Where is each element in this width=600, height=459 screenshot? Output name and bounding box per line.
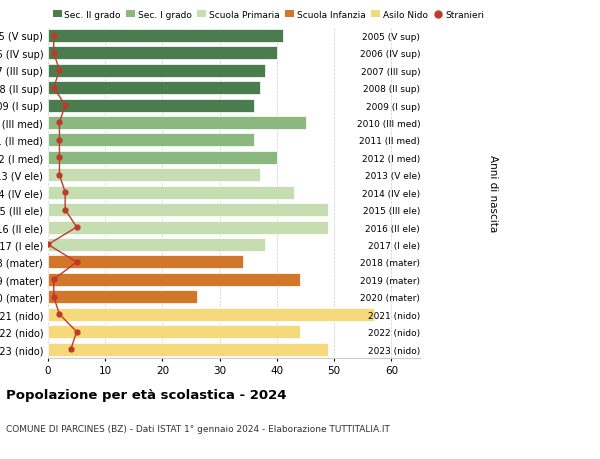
Text: COMUNE DI PARCINES (BZ) - Dati ISTAT 1° gennaio 2024 - Elaborazione TUTTITALIA.I: COMUNE DI PARCINES (BZ) - Dati ISTAT 1° … bbox=[6, 425, 390, 434]
Bar bbox=[48, 99, 254, 112]
Bar bbox=[48, 325, 300, 338]
Bar bbox=[48, 343, 328, 356]
Legend: Sec. II grado, Sec. I grado, Scuola Primaria, Scuola Infanzia, Asilo Nido, Stran: Sec. II grado, Sec. I grado, Scuola Prim… bbox=[53, 11, 484, 20]
Bar bbox=[48, 186, 294, 199]
Bar bbox=[48, 30, 283, 43]
Y-axis label: Anni di nascita: Anni di nascita bbox=[488, 154, 499, 231]
Bar bbox=[48, 169, 260, 182]
Bar bbox=[48, 221, 328, 234]
Bar bbox=[48, 134, 254, 147]
Bar bbox=[48, 151, 277, 164]
Bar bbox=[48, 291, 197, 304]
Text: Popolazione per età scolastica - 2024: Popolazione per età scolastica - 2024 bbox=[6, 388, 287, 401]
Bar bbox=[48, 47, 277, 60]
Bar bbox=[48, 204, 328, 217]
Bar bbox=[48, 82, 260, 95]
Bar bbox=[48, 65, 265, 78]
Bar bbox=[48, 256, 242, 269]
Bar bbox=[48, 238, 265, 252]
Bar bbox=[48, 273, 300, 286]
Bar bbox=[48, 117, 305, 130]
Bar bbox=[48, 308, 374, 321]
